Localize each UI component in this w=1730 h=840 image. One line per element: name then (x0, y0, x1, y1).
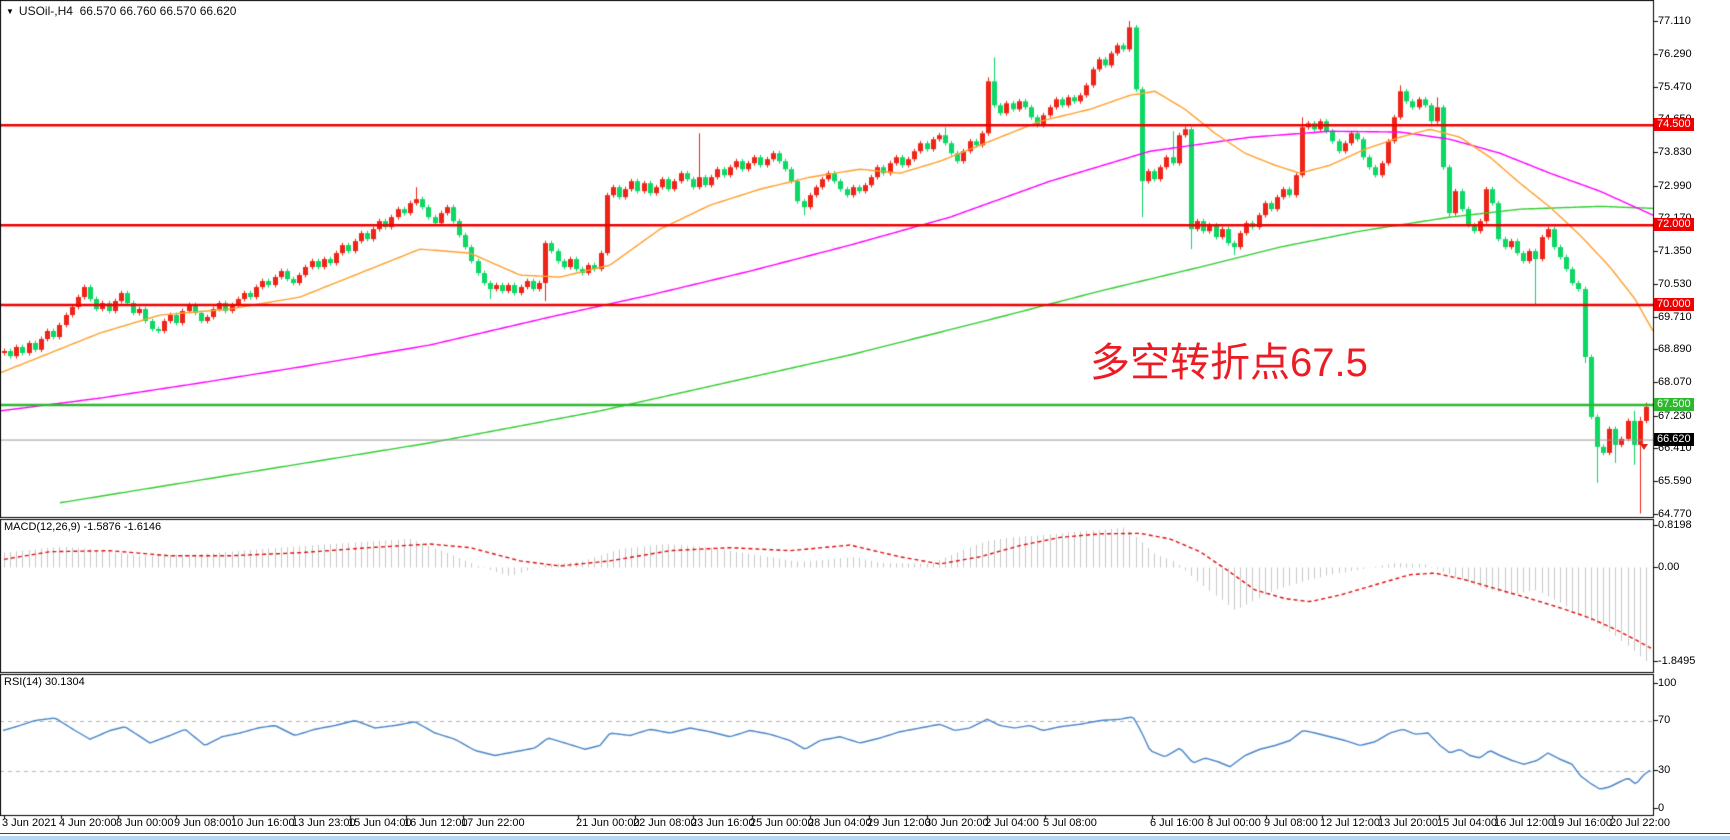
price-level-badge-74500[interactable]: 74.500 (1654, 118, 1694, 131)
x-axis-time-label: 28 Jun 04:00 (808, 817, 872, 829)
macd-main-value: -1.5876 (83, 521, 121, 533)
x-axis-time-label: 30 Jun 20:00 (925, 817, 989, 829)
macd-axis-label: 0.00 (1658, 561, 1680, 573)
chart-text-annotation[interactable]: 多空转折点67.5 (1090, 341, 1368, 385)
x-axis-time-label: 6 Jul 16:00 (1150, 817, 1204, 829)
x-axis-time-label: 13 Jun 23:00 (292, 817, 356, 829)
y-axis-price-label: 68.890 (1658, 343, 1692, 355)
x-axis-time-label: 4 Jun 20:00 (59, 817, 117, 829)
x-axis-time-label: 9 Jul 08:00 (1264, 817, 1318, 829)
rsi-axis-label: 100 (1658, 677, 1677, 689)
x-axis-time-label: 13 Jul 20:00 (1378, 817, 1438, 829)
y-axis-price-label: 75.470 (1658, 81, 1692, 93)
x-axis-time-label: 17 Jun 22:00 (461, 817, 525, 829)
last-price-direction-icon (1640, 444, 1648, 450)
x-axis-time-label: 12 Jul 12:00 (1320, 817, 1380, 829)
macd-axis-label: 0.8198 (1658, 519, 1692, 531)
y-axis-price-label: 64.770 (1658, 508, 1692, 520)
x-axis-time-label: 15 Jul 04:00 (1437, 817, 1497, 829)
rsi-indicator-label: RSI(14) 30.1304 (4, 676, 85, 688)
x-axis-time-label: 9 Jun 08:00 (174, 817, 232, 829)
window-bottom-frame (0, 833, 1730, 834)
rsi-name: RSI(14) (4, 676, 42, 688)
symbol-period-label: USOil-,H4 (18, 4, 73, 18)
price-level-badge-66620[interactable]: 66.620 (1654, 433, 1694, 446)
chart-title: ▼ USOil-,H4 66.570 66.760 66.570 66.620 (6, 4, 236, 18)
x-axis-time-label: 5 Jul 08:00 (1043, 817, 1097, 829)
macd-name: MACD(12,26,9) (4, 521, 81, 533)
x-axis-time-label: 29 Jun 12:00 (867, 817, 931, 829)
x-axis-time-label: 8 Jun 00:00 (116, 817, 174, 829)
x-axis-time-label: 21 Jun 00:00 (576, 817, 640, 829)
x-axis-time-label: 19 Jul 16:00 (1552, 817, 1612, 829)
macd-axis-label: -1.8495 (1658, 655, 1696, 667)
symbol-dropdown-icon[interactable]: ▼ (6, 7, 14, 16)
horizontal-scrollbar[interactable] (0, 836, 1730, 840)
price-level-badge-70000[interactable]: 70.000 (1654, 298, 1694, 311)
x-axis-time-label: 2 Jul 04:00 (985, 817, 1039, 829)
y-axis-price-label: 72.990 (1658, 180, 1692, 192)
y-axis-price-label: 76.290 (1658, 48, 1692, 60)
y-axis-price-label: 69.710 (1658, 311, 1692, 323)
y-axis-price-label: 68.070 (1658, 376, 1692, 388)
x-axis-time-label: 25 Jun 00:00 (750, 817, 814, 829)
x-axis-time-label: 23 Jun 16:00 (691, 817, 755, 829)
y-axis-price-label: 71.350 (1658, 245, 1692, 257)
rsi-axis-label: 0 (1658, 802, 1665, 814)
x-axis-time-label: 8 Jul 00:00 (1207, 817, 1261, 829)
y-axis-price-label: 70.530 (1658, 278, 1692, 290)
price-level-badge-72000[interactable]: 72.000 (1654, 218, 1694, 231)
x-axis-time-label: 20 Jul 22:00 (1610, 817, 1670, 829)
y-axis-price-label: 65.590 (1658, 475, 1692, 487)
rsi-axis-label: 70 (1658, 714, 1671, 726)
ohlc-values: 66.570 66.760 66.570 66.620 (79, 4, 237, 18)
y-axis-price-label: 77.110 (1658, 15, 1691, 27)
price-level-badge-67500[interactable]: 67.500 (1654, 398, 1694, 411)
x-axis-time-label: 22 Jun 08:00 (633, 817, 697, 829)
rsi-axis-label: 30 (1658, 764, 1671, 776)
x-axis-time-label: 16 Jun 12:00 (404, 817, 468, 829)
rsi-current-value: 30.1304 (44, 676, 85, 688)
y-axis-price-label: 73.830 (1658, 146, 1692, 158)
macd-signal-value: -1.6146 (123, 521, 162, 533)
x-axis-time-label: 15 Jun 04:00 (348, 817, 412, 829)
macd-indicator-label: MACD(12,26,9) -1.5876 -1.6146 (4, 521, 161, 533)
x-axis-time-label: 3 Jun 2021 (2, 817, 57, 829)
x-axis-time-label: 16 Jul 12:00 (1494, 817, 1554, 829)
y-axis-price-label: 67.230 (1658, 410, 1692, 422)
x-axis-time-label: 10 Jun 16:00 (231, 817, 295, 829)
